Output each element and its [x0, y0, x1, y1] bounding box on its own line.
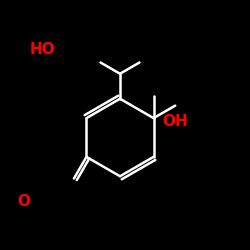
Text: O: O [17, 194, 30, 209]
Text: OH: OH [162, 114, 188, 129]
Text: HO: HO [30, 42, 56, 58]
